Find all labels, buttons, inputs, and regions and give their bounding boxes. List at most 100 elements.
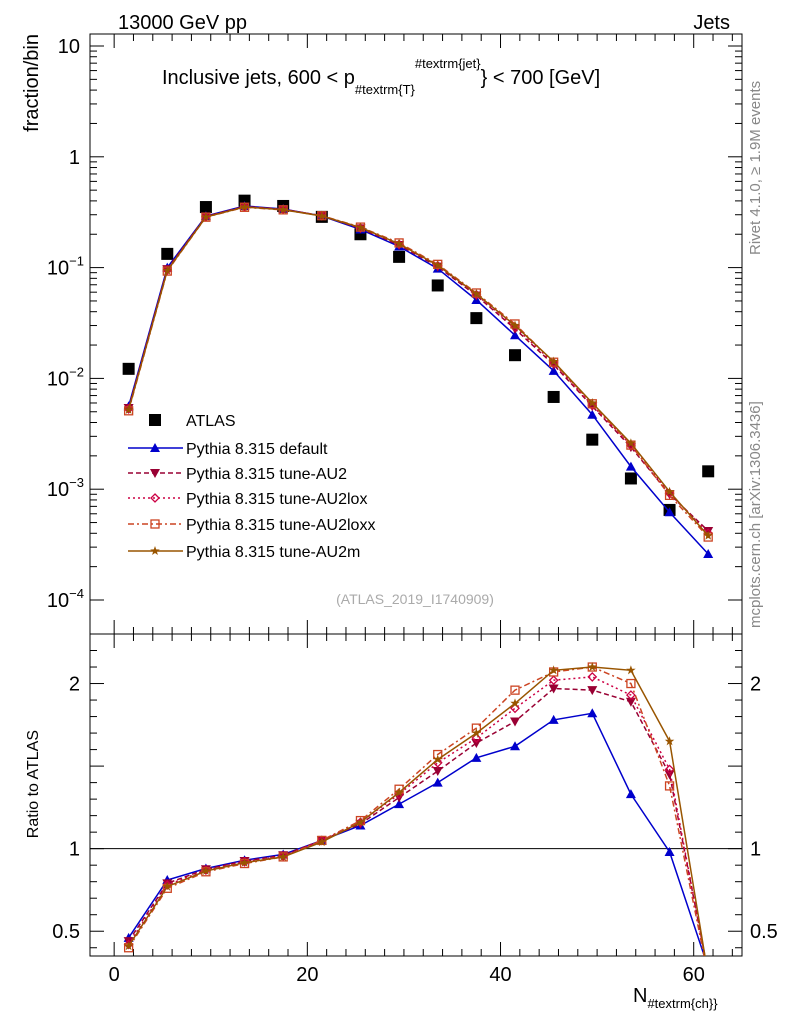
ratio-point-pythia-8-315-default	[394, 799, 405, 809]
legend-marker-pythia-8-315-tune-au2loxx	[150, 519, 160, 529]
ratio-point-pythia-8-315-tune-au2m	[664, 736, 675, 746]
ratio-point-pythia-8-315-tune-au2	[471, 738, 482, 748]
ratio-point-pythia-8-315-default	[625, 789, 636, 799]
data-point-pythia-8-315-tune-au2lox	[548, 357, 559, 368]
legend-marker-pythia-8-315-tune-au2	[150, 469, 160, 478]
data-point-pythia-8-315-tune-au2m	[548, 356, 559, 366]
data-point-pythia-8-315-tune-au2lox	[123, 404, 134, 414]
data-point-atlas	[431, 279, 444, 292]
ratio-point-pythia-8-315-tune-au2loxx	[355, 815, 366, 826]
ratio-point-pythia-8-315-tune-au2	[664, 770, 675, 780]
ratio-line-pythia-8-315-tune-au2	[127, 687, 706, 956]
ratio-point-pythia-8-315-tune-au2	[587, 686, 598, 696]
data-point-pythia-8-315-tune-au2m	[510, 320, 520, 330]
mcplots-label: mcplots.cern.ch [arXiv:1306.3436]	[747, 401, 764, 628]
legend-label-pythia-8-315-tune-au2: Pythia 8.315 tune-AU2	[186, 466, 347, 483]
ratio-point-pythia-8-315-tune-au2m	[317, 837, 327, 847]
y-axis-title-top: fraction/bin	[21, 34, 43, 132]
ratio-point-pythia-8-315-tune-au2lox	[704, 970, 712, 978]
y-tick-label-top: 10−3	[47, 475, 84, 501]
y-tick-label-ratio: 2	[69, 674, 80, 696]
ratio-point-pythia-8-315-default	[432, 777, 443, 787]
plot-title: Inclusive jets, 600 < p#textrm{T} #textrm…	[162, 56, 600, 97]
ratio-point-pythia-8-315-tune-au2lox	[239, 856, 250, 867]
ratio-point-pythia-8-315-default	[548, 714, 559, 724]
ratio-point-pythia-8-315-tune-au2loxx	[664, 781, 675, 791]
legend-marker-pythia-8-315-tune-au2lox	[150, 493, 160, 503]
ratio-point-pythia-8-315-tune-au2m	[471, 728, 482, 738]
y-tick-label-top: 1	[69, 147, 80, 169]
ratio-point-pythia-8-315-default	[510, 741, 521, 751]
y-tick-label-top: 10−2	[47, 364, 84, 390]
ratio-point-pythia-8-315-default	[471, 752, 482, 762]
ratio-point-pythia-8-315-tune-au2m	[239, 857, 250, 867]
data-point-pythia-8-315-default	[510, 330, 521, 340]
ratio-point-pythia-8-315-tune-au2loxx	[704, 972, 712, 980]
y-tick-label-ratio-right: 0.5	[750, 921, 778, 943]
x-axis-title: N#textrm{ch}}	[633, 985, 718, 1011]
y-axis-title-bottom: Ratio to ATLAS	[25, 730, 42, 838]
x-tick-label: 20	[296, 964, 318, 986]
data-point-pythia-8-315-tune-au2m	[703, 530, 713, 540]
ratio-point-pythia-8-315-tune-au2m	[278, 851, 288, 861]
tick-labels: 0 20 40 60 10 1 10−1 10−2 10−3 10−4 2 2 1 1 0.5 0.5	[47, 36, 778, 986]
data-point-pythia-8-315-tune-au2m	[317, 211, 327, 221]
data-point-pythia-8-315-tune-au2m	[123, 404, 134, 414]
ratio-point-pythia-8-315-tune-au2loxx	[510, 685, 520, 695]
data-point-atlas	[509, 349, 522, 362]
ratio-panel-frame	[89, 633, 743, 957]
ratio-point-pythia-8-315-tune-au2m	[123, 941, 134, 951]
ratio-point-pythia-8-315-default	[587, 708, 598, 718]
legend: ATLAS Pythia 8.315 default Pythia 8.315 tu…	[128, 413, 375, 561]
y-tick-label-top: 10	[58, 36, 80, 58]
legend-label-pythia-8-315-tune-au2loxx: Pythia 8.315 tune-AU2loxx	[186, 517, 375, 534]
ratio-point-pythia-8-315-tune-au2m	[626, 665, 636, 675]
title-sub: #textrm{T}	[355, 82, 416, 97]
data-point-pythia-8-315-default	[548, 365, 559, 375]
y-tick-label-ratio: 0.5	[52, 921, 80, 943]
data-point-pythia-8-315-tune-au2m	[355, 222, 366, 232]
legend-label-atlas: ATLAS	[186, 413, 236, 430]
x-axis-title-main: N	[633, 985, 647, 1007]
ratio-point-pythia-8-315-tune-au2m	[433, 754, 443, 764]
ratio-line-pythia-8-315-tune-au2loxx	[127, 666, 705, 956]
data-point-atlas	[470, 312, 483, 325]
ratio-line-pythia-8-315-tune-au2lox	[127, 676, 706, 956]
data-point-pythia-8-315-tune-au2loxx	[433, 259, 443, 269]
process-label: Jets	[693, 12, 730, 34]
analysis-id: (ATLAS_2019_I1740909)	[336, 591, 494, 607]
ratio-point-pythia-8-315-tune-au2lox	[587, 672, 598, 682]
data-point-pythia-8-315-tune-au2m	[664, 486, 675, 496]
data-point-pythia-8-315-tune-au2lox	[587, 400, 598, 411]
ratio-point-pythia-8-315-tune-au2lox	[664, 764, 675, 775]
y-tick-label-ratio-right: 2	[750, 674, 761, 696]
main-plot-area	[122, 194, 715, 559]
ratio-point-pythia-8-315-tune-au2m	[355, 817, 366, 827]
ratio-point-pythia-8-315-tune-au2	[432, 767, 443, 777]
data-point-pythia-8-315-tune-au2m	[471, 288, 482, 298]
ratio-point-pythia-8-315-tune-au2m	[394, 787, 404, 797]
data-point-pythia-8-315-tune-au2m	[587, 398, 597, 407]
data-point-atlas	[122, 362, 135, 375]
energy-label: 13000 GeV pp	[118, 12, 247, 34]
data-point-pythia-8-315-tune-au2loxx	[510, 319, 520, 329]
ratio-line-pythia-8-315-default	[127, 712, 706, 956]
legend-label-pythia-8-315-tune-au2m: Pythia 8.315 tune-AU2m	[186, 544, 360, 561]
data-point-atlas	[199, 201, 212, 214]
legend-label-pythia-8-315-default: Pythia 8.315 default	[186, 441, 328, 458]
rivet-label: Rivet 4.1.0, ≥ 1.9M events	[747, 81, 764, 255]
legend-marker-pythia-8-315-default	[150, 443, 160, 452]
ratio-plot-area	[90, 662, 742, 980]
ratio-point-pythia-8-315-tune-au2m	[162, 881, 172, 891]
data-point-pythia-8-315-default	[587, 409, 598, 419]
title-main: Inclusive jets, 600 < p	[162, 67, 355, 89]
data-point-pythia-8-315-tune-au2m	[626, 438, 636, 448]
data-point-atlas	[702, 465, 715, 478]
ratio-point-pythia-8-315-tune-au2lox	[278, 851, 289, 862]
title-end: } < 700 [GeV]	[481, 67, 601, 89]
ratio-point-pythia-8-315-tune-au2lox	[625, 690, 636, 701]
data-point-pythia-8-315-tune-au2	[548, 360, 559, 370]
y-tick-label-ratio-right: 1	[750, 839, 761, 861]
ratio-point-pythia-8-315-tune-au2m	[201, 866, 211, 875]
